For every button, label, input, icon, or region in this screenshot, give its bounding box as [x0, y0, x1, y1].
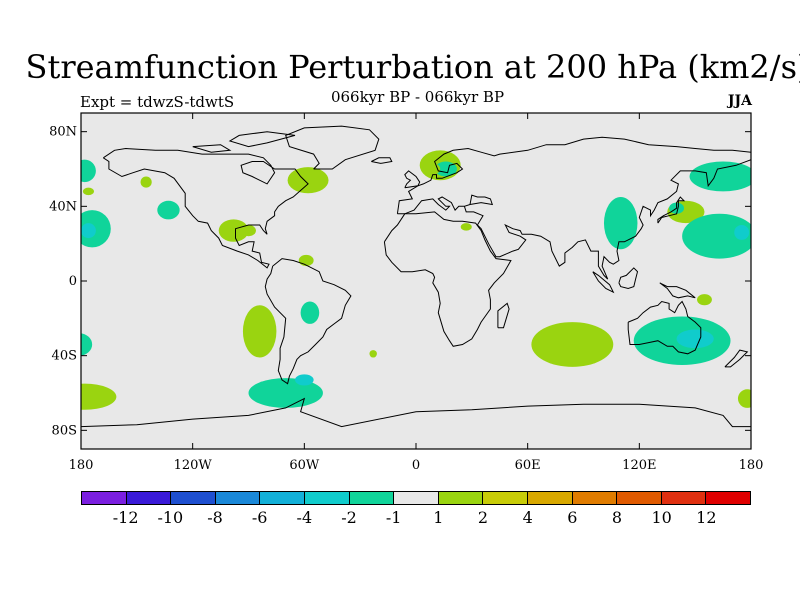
colorbar-swatch [527, 492, 573, 504]
colorbar-swatch [126, 492, 172, 504]
coastline [285, 125, 380, 170]
contour-region [682, 213, 751, 259]
colorbar-swatch [215, 492, 261, 504]
colorbar-swatch [394, 492, 439, 504]
coastline [103, 147, 309, 269]
contour-region [157, 200, 180, 220]
contour-region [737, 389, 751, 408]
colorbar-label: -10 [157, 508, 184, 527]
contour-region [218, 219, 249, 242]
contour-region [298, 254, 314, 267]
colorbar-label: 10 [651, 508, 672, 527]
experiment-label: Expt = tdwzS-tdwtS [80, 93, 235, 111]
coastline [383, 211, 512, 347]
coastline [659, 282, 696, 299]
colorbar-swatch [82, 492, 127, 504]
contour-region [287, 167, 329, 194]
lat-tick-label: 0 [69, 274, 77, 289]
contour-region [697, 294, 712, 306]
lon-tick-label: 0 [412, 458, 420, 473]
colorbar-label: -6 [251, 508, 268, 527]
map-content [81, 125, 751, 428]
colorbar-label: 1 [433, 508, 444, 527]
lon-tick-label: 180 [739, 458, 764, 473]
coastline [592, 271, 615, 294]
colorbar-label: -12 [112, 508, 139, 527]
map-background [81, 113, 751, 449]
contour-region [300, 301, 320, 324]
contour-region [242, 305, 277, 358]
colorbar-swatch [706, 492, 750, 504]
contour-region [676, 329, 714, 349]
colorbar-label: 8 [611, 508, 623, 527]
contour-region [295, 374, 314, 386]
contour-region [689, 161, 751, 192]
lon-tick-label: 120W [174, 458, 213, 473]
colorbar-label: 4 [522, 508, 533, 527]
contour-region [369, 350, 377, 358]
lat-tick-label: 40N [49, 199, 77, 214]
colorbar-swatch [483, 492, 528, 504]
colorbar-swatch [438, 492, 484, 504]
lat-tick-label: 80S [52, 423, 77, 438]
colorbar-label: -4 [296, 508, 313, 527]
coastline [618, 267, 639, 290]
colorbar-label: 6 [567, 508, 578, 527]
coastline [371, 157, 393, 164]
colorbar-label: 12 [696, 508, 717, 527]
contour-region [81, 333, 93, 356]
contour-region [82, 187, 95, 196]
coastline [396, 136, 751, 280]
colorbar-swatch [171, 492, 216, 504]
lon-tick-label: 120E [622, 458, 656, 473]
colorbar-label: 2 [477, 508, 489, 527]
contour-region [140, 176, 152, 188]
colorbar-label: -1 [385, 508, 402, 527]
coastline [724, 349, 749, 368]
colorbar-swatch [617, 492, 662, 504]
lat-tick-label: 80N [49, 125, 77, 140]
contour-region [460, 223, 472, 231]
page-title: Streamfunction Perturbation at 200 hPa (… [25, 48, 800, 86]
contour-region [531, 322, 614, 367]
season-label: JJA [727, 93, 752, 109]
colorbar-label: -8 [207, 508, 223, 527]
coastline [497, 302, 510, 329]
contour-region [81, 223, 96, 239]
contour-region [241, 225, 256, 237]
colorbar-swatch [661, 492, 707, 504]
coastline [627, 300, 702, 355]
contour-region [81, 383, 117, 410]
colorbar-label: -2 [341, 508, 357, 527]
colorbar-swatch [260, 492, 305, 504]
contour-region [603, 197, 638, 250]
contour-region [734, 225, 750, 240]
coastline [404, 170, 421, 189]
colorbar-swatch [572, 492, 618, 504]
coastline [264, 258, 352, 385]
coastline [192, 144, 232, 153]
contour-region [248, 378, 323, 408]
contour-region [81, 159, 96, 183]
lon-tick-label: 180 [69, 458, 94, 473]
coastline [228, 131, 296, 148]
subtitle: 066kyr BP - 066kyr BP [330, 88, 505, 106]
coastline [81, 397, 751, 428]
lon-tick-label: 60W [289, 458, 320, 473]
lat-tick-label: 40S [52, 349, 77, 364]
colorbar [81, 491, 751, 505]
coastline [657, 196, 686, 224]
colorbar-swatch [304, 492, 350, 504]
colorbar-swatch [349, 492, 395, 504]
lon-tick-label: 60E [515, 458, 541, 473]
